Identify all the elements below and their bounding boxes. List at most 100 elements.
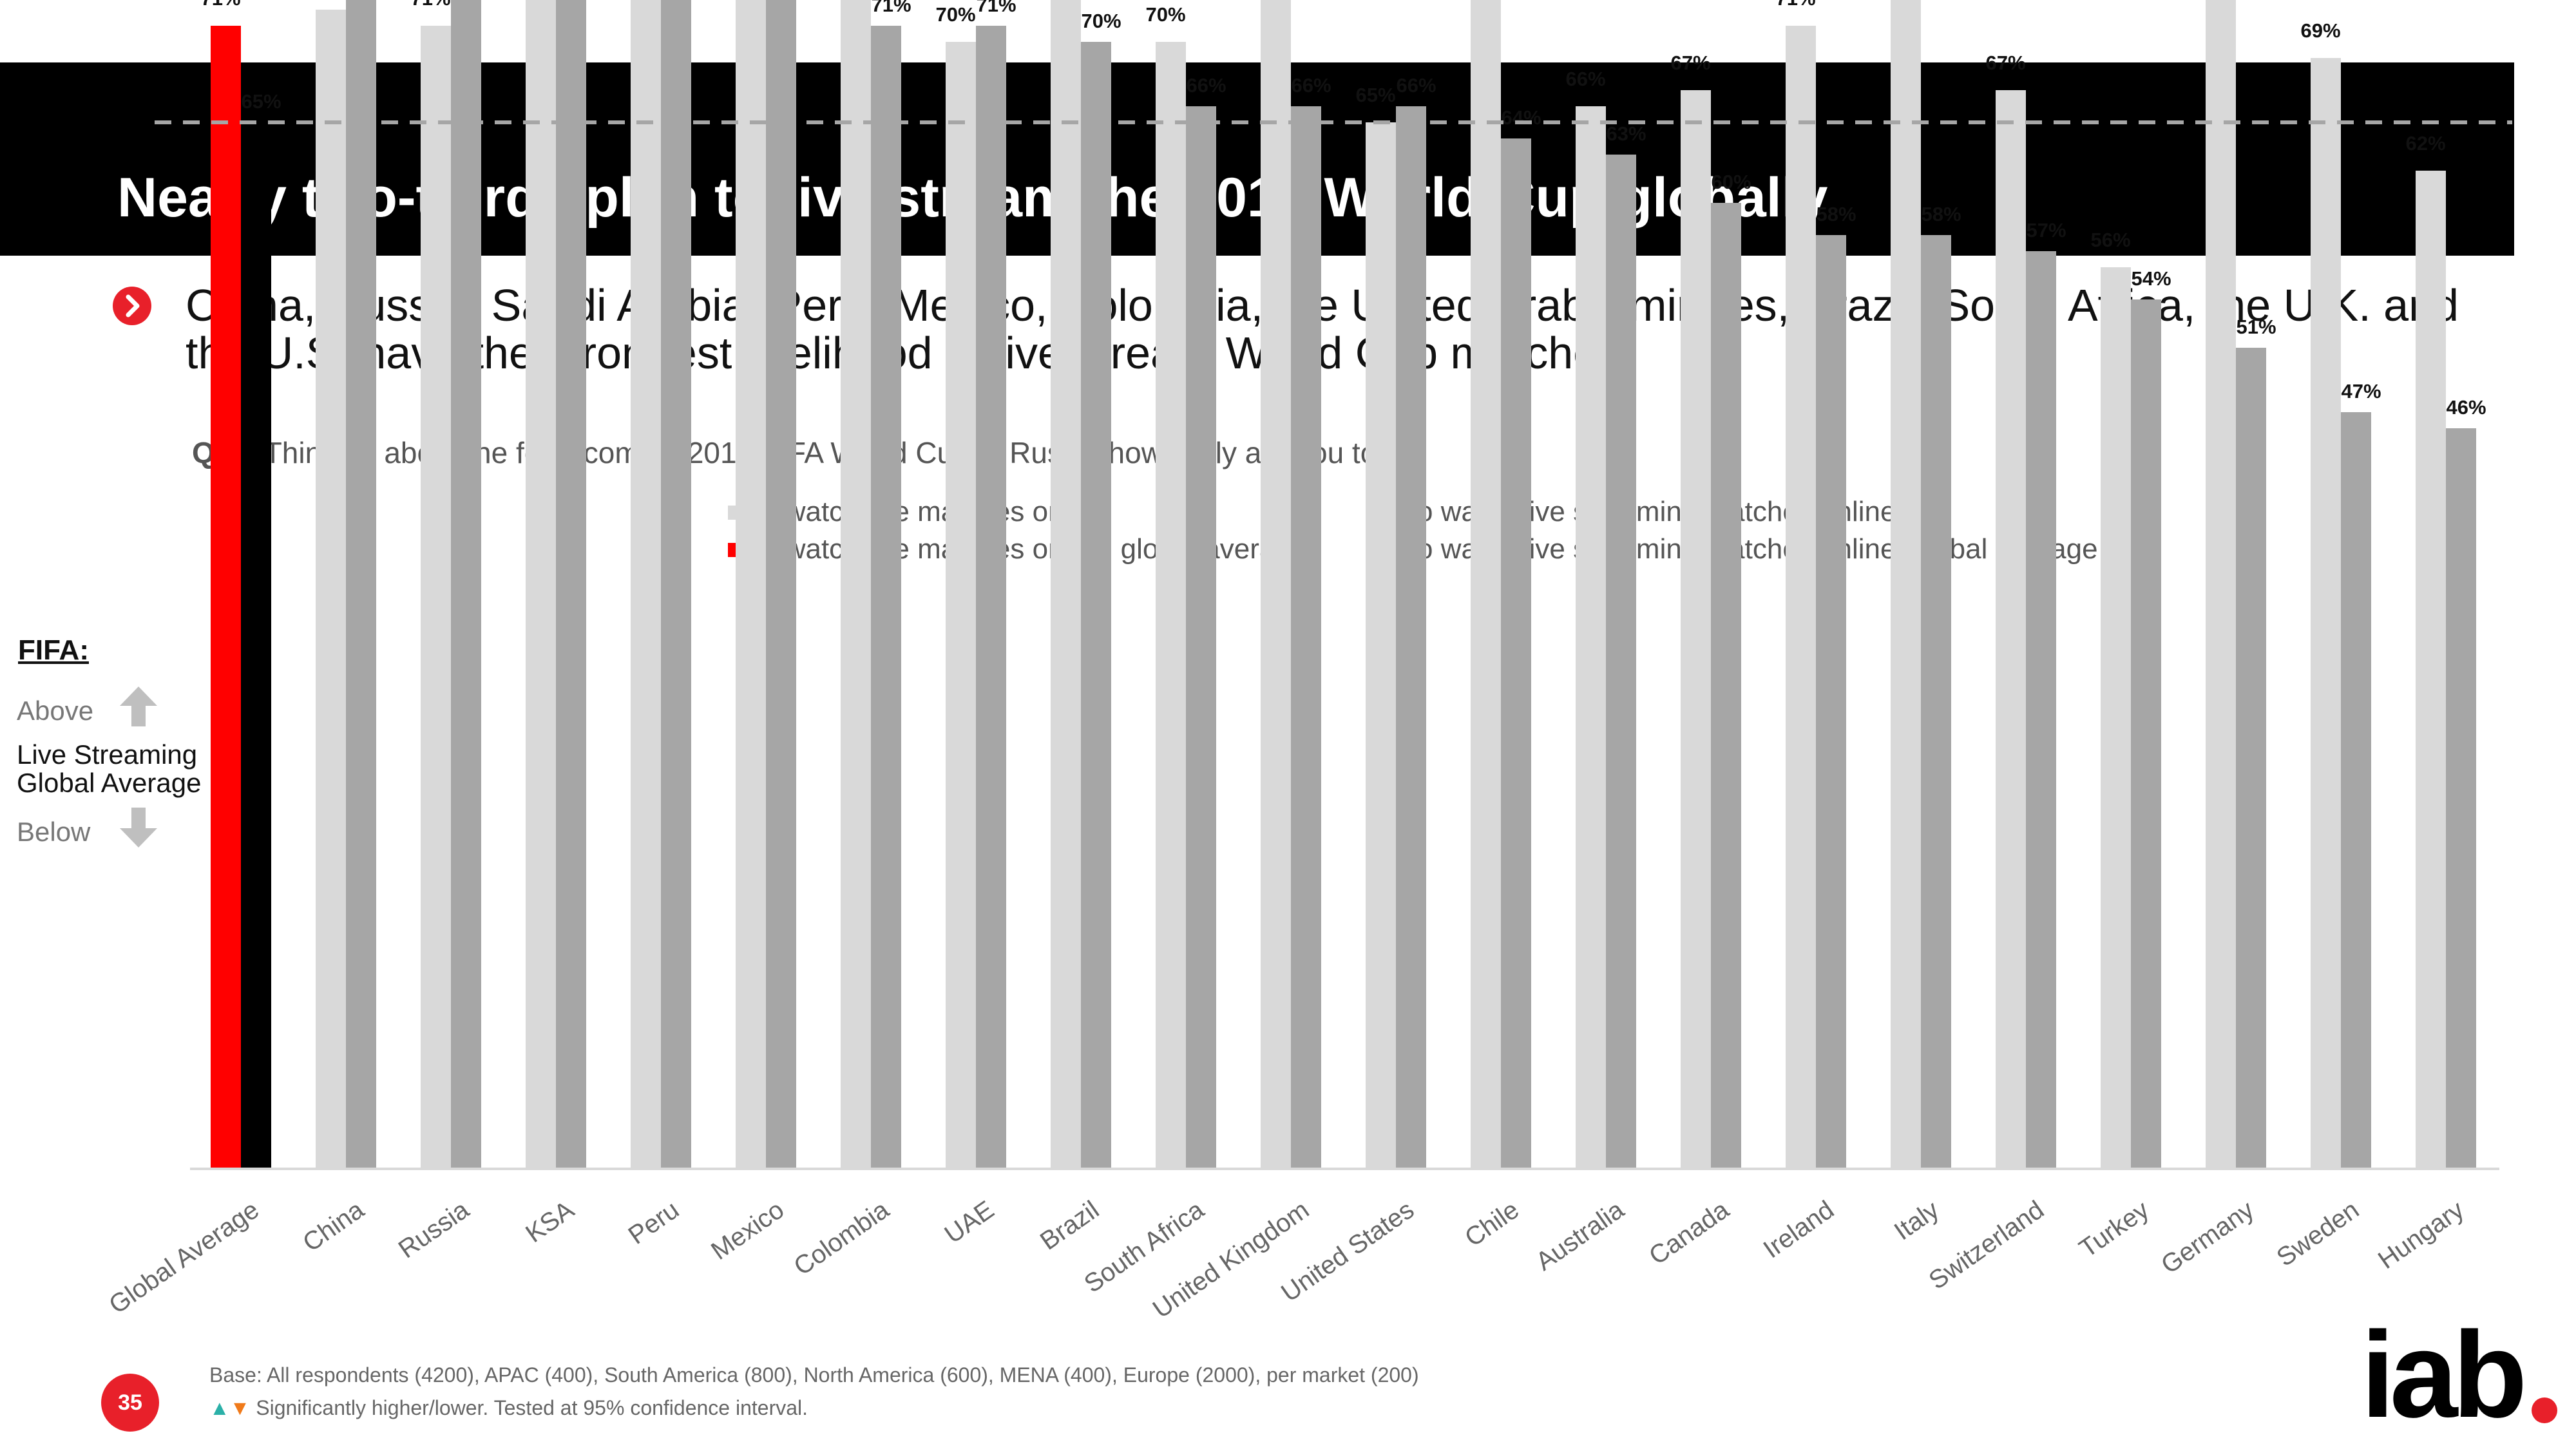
global-average-line2: Global Average [17, 768, 202, 798]
data-label-online: 66% [1291, 74, 1331, 97]
bar-online [1921, 235, 1951, 1169]
bar-online [871, 26, 901, 1169]
triangle-up-icon: ▲ [209, 1396, 230, 1419]
data-label-online: 70% [1081, 10, 1121, 32]
fifa-label: FIFA: [18, 634, 89, 666]
bar-tv [526, 0, 556, 1169]
x-tick-label: Italy [1889, 1195, 1944, 1245]
data-label-tv: 66% [1565, 68, 1605, 90]
x-tick-label: Germany [2156, 1195, 2259, 1279]
bar-tv [421, 26, 451, 1169]
logo-dot [2532, 1397, 2557, 1423]
global-average-line1: Live Streaming [17, 739, 198, 770]
bar-tv [2311, 58, 2341, 1169]
data-label-tv: 69% [2300, 19, 2340, 42]
bar-tv [946, 42, 976, 1169]
x-tick-label: Sweden [2272, 1195, 2365, 1272]
bar-online [1501, 138, 1531, 1169]
bar-tv [2206, 0, 2236, 1169]
x-tick-label: Brazil [1035, 1195, 1104, 1255]
data-label-online: 51% [2236, 316, 2276, 338]
data-label-tv: 70% [1145, 3, 1185, 26]
bar-tv [1471, 0, 1501, 1169]
arrow-up-icon [120, 687, 157, 726]
arrow-down-icon [120, 808, 157, 848]
bar-tv [1051, 0, 1081, 1169]
x-tick-label: Ireland [1759, 1195, 1839, 1264]
bar-online [2131, 299, 2161, 1169]
bar-online [2236, 348, 2266, 1169]
bar-online [2446, 428, 2476, 1169]
data-label-online: 58% [1816, 203, 1856, 225]
data-label-tv: 70% [935, 3, 975, 26]
bar-online [1606, 155, 1636, 1169]
bar-online [1396, 106, 1426, 1169]
bar-tv [1156, 42, 1186, 1169]
x-tick-label: Turkey [2074, 1195, 2154, 1263]
x-tick-label: Hungary [2373, 1195, 2469, 1274]
data-label-online: 54% [2131, 267, 2171, 290]
above-label: Above [17, 696, 94, 726]
data-label-tv: 71% [200, 0, 240, 10]
data-label-online: 64% [1501, 106, 1541, 129]
bar-tv [1681, 90, 1711, 1169]
bar-tv [736, 0, 766, 1169]
bar-online [1186, 106, 1216, 1169]
bar-online [1081, 42, 1111, 1169]
bar-tv [1891, 0, 1921, 1169]
data-label-tv: 71% [1775, 0, 1815, 10]
data-label-online: 58% [1921, 203, 1961, 225]
data-label-online: 66% [1396, 74, 1436, 97]
bar-tv [2416, 171, 2446, 1169]
bar-tv [1576, 106, 1606, 1169]
data-label-online: 47% [2341, 380, 2381, 402]
bar-tv [631, 0, 661, 1169]
data-label-online: 65% [241, 90, 281, 113]
data-label-online: 46% [2446, 396, 2486, 419]
bar-tv [316, 10, 346, 1169]
legend-tv-label: To watch live matches on TV [747, 496, 1108, 527]
bar-online [661, 0, 691, 1169]
data-label-online: 60% [1711, 171, 1751, 193]
significance-text: Significantly higher/lower. Tested at 95… [256, 1396, 808, 1419]
bar-online [2026, 251, 2056, 1169]
x-tick-label: UAE [940, 1195, 1000, 1249]
x-tick-label: Mexico [706, 1195, 789, 1265]
data-label-online: 71% [871, 0, 911, 16]
bar-online [766, 0, 796, 1169]
bar-tv [1996, 90, 2026, 1169]
data-label-online: 57% [2026, 219, 2066, 242]
below-label: Below [17, 817, 91, 847]
bar-tv [1366, 122, 1396, 1169]
x-tick-label: China [298, 1195, 369, 1257]
iab-logo: iab [2361, 1307, 2528, 1443]
page-number: 35 [101, 1374, 159, 1432]
bar-online [451, 0, 481, 1169]
data-label-online: 66% [1186, 74, 1226, 97]
data-label-online: 71% [976, 0, 1016, 16]
bar-online [1816, 235, 1846, 1169]
data-label-tv: 56% [2090, 229, 2130, 251]
data-label-tv: 65% [1355, 84, 1395, 106]
bar-tv [2101, 267, 2131, 1169]
bar-tv [841, 0, 871, 1169]
chevron-right-icon [113, 287, 151, 325]
x-tick-label: Global Average [104, 1195, 264, 1320]
x-tick-label: KSA [520, 1195, 579, 1248]
x-tick-label: Peru [624, 1195, 684, 1250]
bar-tv [211, 26, 241, 1169]
data-label-tv: 62% [2405, 132, 2445, 155]
significance-note: ▲▼ Significantly higher/lower. Tested at… [209, 1396, 808, 1420]
x-tick-label: Russia [394, 1195, 475, 1264]
bar-online [1711, 203, 1741, 1169]
bar-online [241, 122, 271, 1169]
bar-online [2341, 412, 2371, 1169]
bar-online [556, 0, 586, 1169]
data-label-tv: 71% [410, 0, 450, 10]
bar-online [346, 0, 376, 1169]
x-tick-label: Switzerland [1924, 1195, 2050, 1295]
data-label-online: 63% [1606, 122, 1646, 145]
triangle-down-icon: ▼ [229, 1396, 251, 1419]
data-label-tv: 67% [1670, 52, 1710, 74]
bar-online [1291, 106, 1321, 1169]
